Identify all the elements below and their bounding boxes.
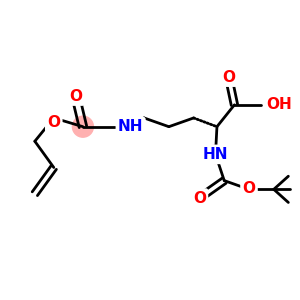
- Text: O: O: [69, 88, 82, 104]
- Text: O: O: [222, 70, 235, 85]
- Text: NH: NH: [118, 119, 143, 134]
- Text: O: O: [193, 190, 206, 206]
- Ellipse shape: [72, 116, 93, 137]
- Text: HN: HN: [203, 147, 228, 162]
- Text: O: O: [47, 115, 60, 130]
- Ellipse shape: [202, 145, 229, 164]
- Text: O: O: [242, 181, 256, 196]
- Text: OH: OH: [266, 97, 292, 112]
